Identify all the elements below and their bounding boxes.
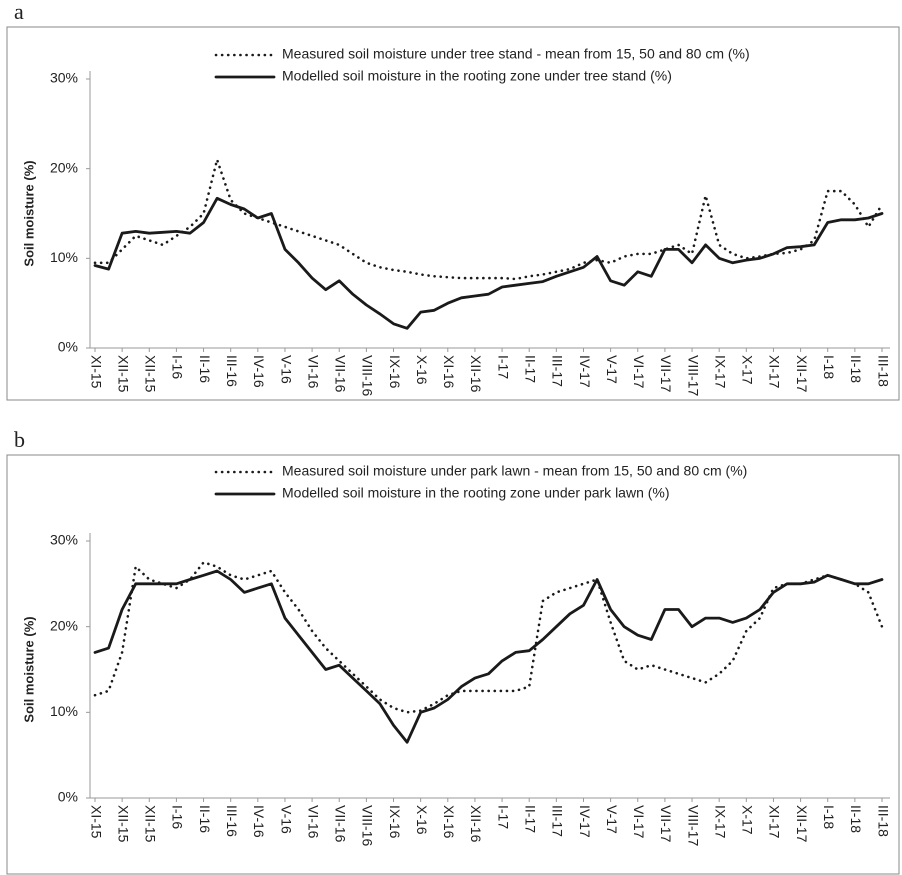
x-tick-label: XII-16 [468, 805, 484, 843]
x-tick-label: III-18 [875, 355, 891, 387]
x-tick-label: V-16 [278, 805, 294, 834]
x-tick-label: VI-16 [305, 805, 321, 839]
x-tick-label: VIII-16 [360, 355, 376, 396]
x-tick-label: III-17 [550, 805, 566, 837]
x-tick-label: VI-16 [305, 355, 321, 389]
legend-label: Measured soil moisture under tree stand … [282, 46, 750, 62]
y-tick-label: 10% [50, 249, 78, 265]
line-series [93, 196, 884, 330]
line-series [93, 561, 884, 714]
x-tick-label: VIII-17 [685, 355, 701, 396]
y-tick-label: 20% [50, 159, 78, 175]
x-tick-label: I-17 [495, 805, 511, 829]
panel-frame [6, 26, 900, 401]
x-tick-label: III-18 [875, 805, 891, 837]
x-tick-label: II-17 [523, 805, 539, 833]
x-tick-label: XI-15 [88, 805, 104, 839]
x-tick-label: XI-15 [88, 355, 104, 389]
x-tick-label: XII-17 [794, 355, 810, 393]
x-tick-label: II-16 [197, 355, 213, 383]
x-tick-label: XI-16 [441, 805, 457, 839]
x-tick-label: V-17 [604, 355, 620, 384]
x-tick-label: I-16 [170, 805, 186, 829]
panel-label: a [14, 0, 24, 24]
y-tick-label: 20% [50, 617, 78, 633]
x-tick-label: IV-17 [577, 805, 593, 838]
x-tick-label: I-16 [170, 355, 186, 379]
x-tick-label: II-17 [523, 355, 539, 383]
x-tick-label: VII-16 [333, 355, 349, 393]
y-tick-label: 0% [58, 339, 78, 355]
x-tick-label: VIII-16 [360, 805, 376, 846]
x-tick-label: VIII-17 [685, 805, 701, 846]
x-tick-label: X-17 [740, 355, 756, 385]
panel-frame [6, 454, 900, 875]
x-tick-label: XII-15 [143, 355, 159, 393]
x-tick-label: IX-17 [712, 355, 728, 389]
x-tick-label: VII-17 [658, 805, 674, 843]
x-tick-label: XII-15 [115, 355, 131, 393]
x-tick-label: VI-17 [631, 805, 647, 839]
x-tick-label: VI-17 [631, 355, 647, 389]
x-tick-label: III-16 [224, 355, 240, 387]
x-tick-label: I-18 [821, 805, 837, 829]
x-tick-label: V-17 [604, 805, 620, 834]
y-tick-label: 30% [50, 70, 78, 86]
line-series [93, 158, 884, 281]
x-tick-label: XII-15 [143, 805, 159, 843]
x-tick-label: IX-17 [712, 805, 728, 839]
x-tick-label: XII-16 [468, 355, 484, 393]
x-tick-label: II-16 [197, 805, 213, 833]
y-axis-label: Soil moisture (%) [21, 616, 36, 722]
y-tick-label: 0% [58, 789, 78, 805]
x-tick-label: IX-16 [387, 355, 403, 389]
x-tick-label: II-18 [848, 355, 864, 383]
x-tick-label: II-18 [848, 805, 864, 833]
x-tick-label: X-16 [414, 355, 430, 385]
y-tick-label: 30% [50, 532, 78, 548]
legend-label: Modelled soil moisture in the rooting zo… [282, 68, 672, 84]
line-series [93, 569, 884, 744]
x-tick-label: VII-17 [658, 355, 674, 393]
y-tick-label: 10% [50, 703, 78, 719]
panel-label: b [14, 427, 25, 452]
x-tick-label: V-16 [278, 355, 294, 384]
x-tick-label: XII-15 [115, 805, 131, 843]
x-tick-label: IV-17 [577, 355, 593, 388]
x-tick-label: IV-16 [251, 805, 267, 838]
legend-label: Measured soil moisture under park lawn -… [282, 463, 747, 479]
x-tick-label: III-17 [550, 355, 566, 387]
x-tick-label: VII-16 [333, 805, 349, 843]
x-tick-label: III-16 [224, 805, 240, 837]
x-tick-label: IX-16 [387, 805, 403, 839]
x-tick-label: XII-17 [794, 805, 810, 843]
x-tick-label: I-17 [495, 355, 511, 379]
y-axis-label: Soil moisture (%) [21, 160, 36, 266]
x-tick-label: X-16 [414, 805, 430, 835]
x-tick-label: XI-16 [441, 355, 457, 389]
legend-label: Modelled soil moisture in the rooting zo… [282, 485, 670, 501]
x-tick-label: I-18 [821, 355, 837, 379]
x-tick-label: X-17 [740, 805, 756, 835]
x-tick-label: XI-17 [767, 355, 783, 389]
x-tick-label: IV-16 [251, 355, 267, 388]
x-tick-label: XI-17 [767, 805, 783, 839]
